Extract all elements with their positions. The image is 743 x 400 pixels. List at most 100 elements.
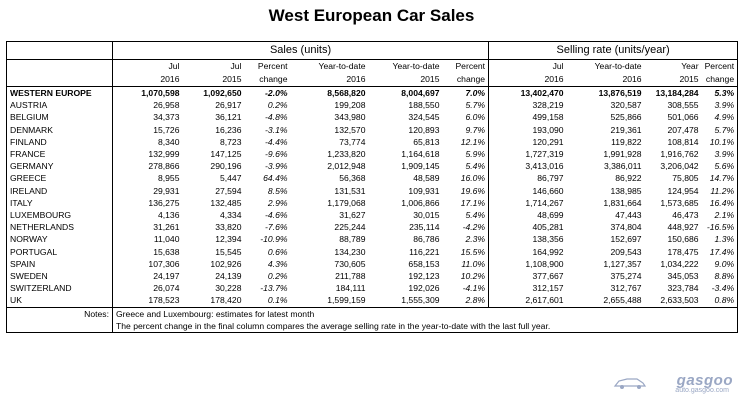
value-cell: 1,179,068 — [327, 197, 366, 208]
rate-group-header: Selling rate (units/year) — [488, 41, 739, 60]
value-cell: 27,594 — [215, 185, 242, 196]
col-header: change — [244, 73, 291, 87]
value-cell: 152,697 — [610, 234, 642, 245]
percent-cell: 4.3% — [267, 258, 288, 269]
value-cell: 120,291 — [488, 135, 567, 149]
table-row: BELGIUM 34,373 36,121 -4.8% 343,980 324,545 6.… — [6, 111, 739, 124]
col-header: Year-to-date — [594, 61, 642, 71]
value-cell: 86,797 — [488, 172, 567, 185]
country-cell: GREECE — [6, 172, 113, 185]
col-header: Year-to-date — [392, 61, 440, 71]
percent-cell: 0.1% — [267, 295, 288, 306]
percent-cell: 0.8% — [701, 294, 739, 308]
percent-cell: 5.7% — [701, 123, 739, 136]
value-cell: 8,004,697 — [401, 88, 440, 98]
value-cell: 1,034,222 — [660, 258, 699, 269]
value-cell: 116,221 — [409, 246, 440, 257]
col-header: change — [442, 73, 489, 87]
percent-cell: -4.1% — [462, 283, 486, 294]
country-cell: UK — [6, 294, 113, 308]
value-cell: 658,153 — [408, 258, 440, 269]
value-cell: 1,916,762 — [660, 149, 699, 160]
table-row: PORTUGAL 15,638 15,545 0.6% 134,230 116,221 15… — [6, 245, 739, 258]
value-cell: 15,638 — [153, 246, 180, 257]
value-cell: 3,413,016 — [488, 160, 567, 173]
country-cell: SWEDEN — [6, 270, 113, 283]
percent-cell: 14.7% — [701, 172, 739, 185]
percent-cell: -16.5% — [701, 221, 739, 234]
table-row: NORWAY 11,040 12,394 -10.9% 88,789 86,786 2.3%… — [6, 233, 739, 246]
col-header: Percent — [701, 59, 739, 73]
value-cell: 1,127,357 — [603, 258, 642, 269]
value-cell: 2,617,601 — [488, 294, 567, 308]
notes-row: The percent change in the final column c… — [6, 319, 739, 334]
value-cell: 1,909,145 — [401, 161, 440, 172]
value-cell: 136,275 — [148, 197, 180, 208]
country-cell: ITALY — [6, 196, 113, 210]
table-row: ITALY 136,275 132,485 2.9% 1,179,068 1,006,86… — [6, 196, 739, 210]
percent-cell: 11.2% — [701, 184, 739, 197]
col-header: 2016 — [290, 73, 369, 87]
value-cell: 1,092,650 — [203, 88, 242, 98]
value-cell: 30,228 — [215, 283, 242, 294]
value-cell: 312,157 — [488, 282, 567, 295]
value-cell: 132,999 — [148, 149, 180, 160]
percent-cell: 5.6% — [701, 160, 739, 173]
country-cell: GERMANY — [6, 160, 113, 173]
value-cell: 377,667 — [488, 270, 567, 283]
percent-cell: 8.5% — [267, 185, 288, 196]
value-cell: 192,123 — [408, 271, 440, 282]
value-cell: 86,922 — [615, 173, 642, 184]
header-row-1: Jul Jul Percent Year-to-date Year-to-dat… — [6, 59, 739, 73]
percent-cell: -7.6% — [265, 222, 288, 233]
value-cell: 1,714,267 — [488, 196, 567, 210]
value-cell: 501,066 — [667, 112, 699, 123]
col-header: Percent — [257, 61, 288, 71]
percent-cell: 3.9% — [701, 148, 739, 161]
percent-cell: 0.6% — [267, 246, 288, 257]
value-cell: 24,197 — [153, 271, 180, 282]
col-header: Year-to-date — [318, 61, 366, 71]
value-cell: 138,985 — [610, 185, 642, 196]
value-cell: 5,447 — [219, 173, 242, 184]
value-cell: 109,931 — [408, 185, 440, 196]
value-cell: 65,813 — [413, 136, 440, 147]
value-cell: 1,555,309 — [401, 295, 440, 306]
value-cell: 3,206,042 — [660, 161, 699, 172]
percent-cell: -4.8% — [265, 112, 288, 123]
value-cell: 225,244 — [334, 222, 366, 233]
value-cell: 4,136 — [157, 210, 180, 221]
value-cell: 48,589 — [413, 173, 440, 184]
value-cell: 209,543 — [610, 246, 642, 257]
value-cell: 13,184,284 — [655, 88, 699, 98]
value-cell: 1,164,618 — [401, 149, 440, 160]
value-cell: 192,026 — [408, 283, 440, 294]
percent-cell: -4.2% — [462, 222, 486, 233]
value-cell: 730,605 — [334, 258, 366, 269]
percent-cell: 5.9% — [465, 149, 486, 160]
percent-cell: 17.1% — [460, 197, 486, 208]
value-cell: 405,281 — [488, 221, 567, 234]
percent-cell: -3.1% — [265, 124, 288, 135]
value-cell: 178,420 — [210, 295, 242, 306]
col-header: 2016 — [566, 73, 645, 87]
value-cell: 343,980 — [334, 112, 366, 123]
value-cell: 146,660 — [488, 184, 567, 197]
col-header: Jul — [168, 61, 180, 71]
value-cell: 102,926 — [210, 258, 242, 269]
value-cell: 147,125 — [210, 149, 242, 160]
value-cell: 219,361 — [610, 124, 642, 135]
col-header: 2015 — [182, 73, 245, 87]
note-text: Greece and Luxembourg: estimates for lat… — [112, 306, 739, 320]
table-row: FRANCE 132,999 147,125 -9.6% 1,233,820 1,164,… — [6, 148, 739, 161]
value-cell: 150,686 — [667, 234, 699, 245]
percent-cell: -9.6% — [265, 149, 288, 160]
table-row: IRELAND 29,931 27,594 8.5% 131,531 109,931 19.… — [6, 184, 739, 197]
value-cell: 375,274 — [610, 271, 642, 282]
country-cell: SWITZERLAND — [6, 282, 113, 295]
country-cell: BELGIUM — [6, 111, 113, 124]
table-row: GERMANY 278,866 290,196 -3.9% 2,012,948 1,909… — [6, 160, 739, 173]
country-cell: DENMARK — [6, 123, 113, 136]
percent-cell: 19.6% — [460, 185, 486, 196]
value-cell: 119,822 — [611, 136, 642, 147]
